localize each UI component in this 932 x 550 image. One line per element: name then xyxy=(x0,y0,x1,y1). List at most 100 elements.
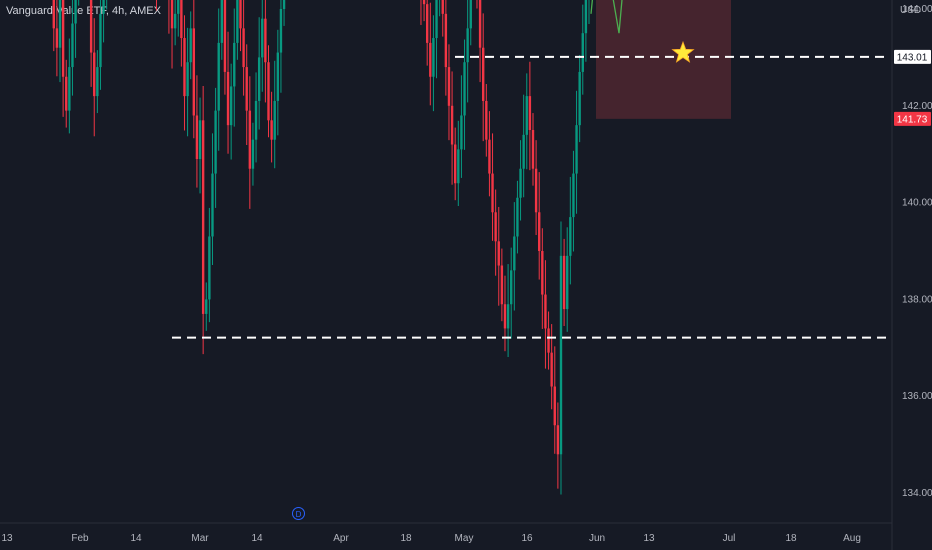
candle-body xyxy=(242,28,245,68)
candle-body xyxy=(500,265,504,305)
candle-body xyxy=(264,18,267,63)
stop-zone xyxy=(596,0,731,119)
y-tick-label: 136.00 xyxy=(902,391,932,402)
candle-body xyxy=(273,100,276,140)
candle-body xyxy=(68,67,71,111)
candle-body xyxy=(435,0,438,39)
candle-body xyxy=(541,251,544,295)
candle-body xyxy=(173,13,177,29)
candle-body xyxy=(550,352,553,387)
x-tick-label: 13 xyxy=(1,533,13,544)
candle-body xyxy=(186,62,189,97)
candle-body xyxy=(267,62,270,121)
candle-body xyxy=(229,86,233,126)
candle-body xyxy=(102,0,105,14)
x-tick-label: 13 xyxy=(643,533,655,544)
candle-body xyxy=(429,42,432,77)
x-tick-label: Apr xyxy=(333,533,349,544)
candle-body xyxy=(578,71,581,126)
candle-body xyxy=(183,38,186,97)
candle-body xyxy=(422,0,426,5)
candle-body xyxy=(575,125,578,174)
candle-body xyxy=(55,28,59,48)
price-label-box xyxy=(894,49,931,64)
candle-body xyxy=(211,173,214,237)
candle-body xyxy=(466,28,469,63)
price-label-box xyxy=(894,111,931,126)
y-tick-label: 140.00 xyxy=(902,198,932,209)
candle-body xyxy=(525,96,528,135)
candle-body xyxy=(566,255,569,310)
candle-body xyxy=(441,0,444,14)
candle-body xyxy=(254,100,258,140)
candle-body xyxy=(217,42,220,111)
candle-body xyxy=(189,28,192,63)
candle-body xyxy=(553,386,556,426)
candle-body xyxy=(457,149,460,184)
candle-body xyxy=(460,115,463,150)
candle-body xyxy=(279,9,283,53)
x-tick-label: 16 xyxy=(521,533,533,544)
candle-body xyxy=(282,0,286,9)
candle-body xyxy=(180,0,183,39)
candle-body xyxy=(270,120,273,140)
candle-body xyxy=(491,173,494,213)
candle-body xyxy=(503,304,507,329)
candle-body xyxy=(58,0,62,48)
candle-body xyxy=(192,28,196,116)
candle-body xyxy=(531,130,535,169)
candle-body xyxy=(544,294,547,329)
candle-body xyxy=(569,217,572,256)
candle-body xyxy=(245,67,248,111)
candle-body xyxy=(522,134,525,169)
x-tick-label: 14 xyxy=(130,533,142,544)
x-tick-label: May xyxy=(455,533,474,544)
candle-body xyxy=(562,255,566,310)
x-tick-label: 18 xyxy=(400,533,412,544)
candle-body xyxy=(538,212,541,251)
candle-body xyxy=(478,0,482,48)
price-label-text: 143.01 xyxy=(897,52,928,63)
chart-title: Vanguard Value ETF, 4h, AMEX xyxy=(6,5,161,17)
x-tick-label: Feb xyxy=(71,533,89,544)
candle-body xyxy=(506,304,510,329)
x-tick-label: Aug xyxy=(843,533,861,544)
candle-body xyxy=(519,168,522,198)
candle-body xyxy=(52,0,55,29)
candle-body xyxy=(276,52,280,101)
candle-body xyxy=(469,0,472,29)
candle-body xyxy=(220,0,224,43)
candle-body xyxy=(534,168,538,213)
candle-body xyxy=(195,115,199,160)
candle-body xyxy=(71,23,74,68)
candle-body xyxy=(99,13,102,68)
x-tick-label: 14 xyxy=(251,533,263,544)
candle-body xyxy=(485,100,488,140)
candle-body xyxy=(89,0,93,53)
candle-body xyxy=(251,139,255,169)
y-tick-label: 138.00 xyxy=(902,294,932,305)
candle-body xyxy=(547,328,550,353)
candle-body xyxy=(556,425,560,455)
candle-body xyxy=(581,33,584,72)
candle-body xyxy=(93,52,96,97)
candle-body xyxy=(223,0,227,72)
dividend-marker[interactable]: D xyxy=(292,507,305,520)
candle-body xyxy=(528,96,532,130)
candle-body xyxy=(233,42,236,87)
candle-body xyxy=(497,241,500,266)
x-tick-label: Jul xyxy=(723,533,736,544)
candle-body xyxy=(226,71,230,126)
price-label-text: 141.73 xyxy=(897,114,928,125)
candle-body xyxy=(447,67,451,106)
candle-body xyxy=(482,47,485,101)
x-tick-label: Mar xyxy=(191,533,209,544)
candle-body xyxy=(450,105,454,145)
candle-body xyxy=(559,255,563,455)
candle-body xyxy=(432,38,435,77)
candle-body xyxy=(425,4,429,43)
candle-body xyxy=(177,0,180,14)
candle-body xyxy=(236,0,239,43)
y-tick-label: 134.00 xyxy=(902,488,932,499)
